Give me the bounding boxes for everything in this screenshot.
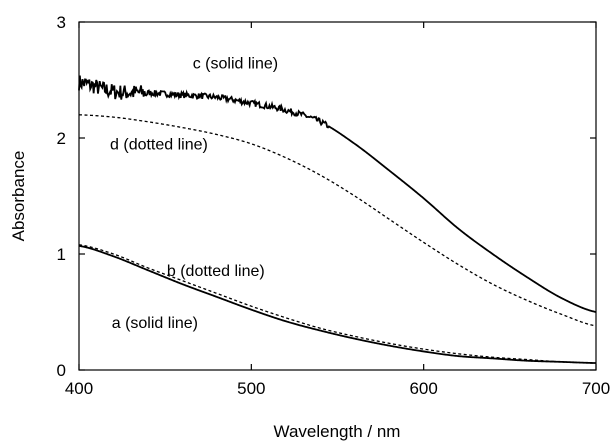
x-tick-label: 600	[409, 379, 437, 398]
series-line-b	[78, 244, 597, 364]
x-tick-label: 400	[65, 379, 93, 398]
series-annotation: d (dotted line)	[110, 137, 208, 154]
series-line-d	[78, 114, 597, 327]
y-tick-label: 0	[57, 361, 66, 380]
y-tick-label: 2	[57, 129, 66, 148]
series-annotation: b (dotted line)	[167, 263, 265, 280]
y-tick-label: 3	[57, 13, 66, 32]
x-tick-label: 500	[237, 379, 265, 398]
series-annotation: a (solid line)	[112, 315, 198, 332]
series-annotation: c (solid line)	[193, 55, 278, 72]
axis-ticks: 400 500 600 700 0 1 2 3	[57, 13, 611, 398]
plot-frame	[78, 21, 597, 371]
series-line-a	[78, 244, 597, 364]
y-tick-label: 1	[57, 245, 66, 264]
series-line-c	[78, 75, 597, 313]
annotation-layer: c (solid line) d (dotted line) b (dotted l…	[110, 55, 278, 332]
x-axis-title: Wavelength / nm	[274, 422, 401, 441]
y-axis-title: Absorbance	[9, 151, 28, 242]
x-tick-label: 700	[582, 379, 610, 398]
series-layer	[78, 75, 597, 364]
